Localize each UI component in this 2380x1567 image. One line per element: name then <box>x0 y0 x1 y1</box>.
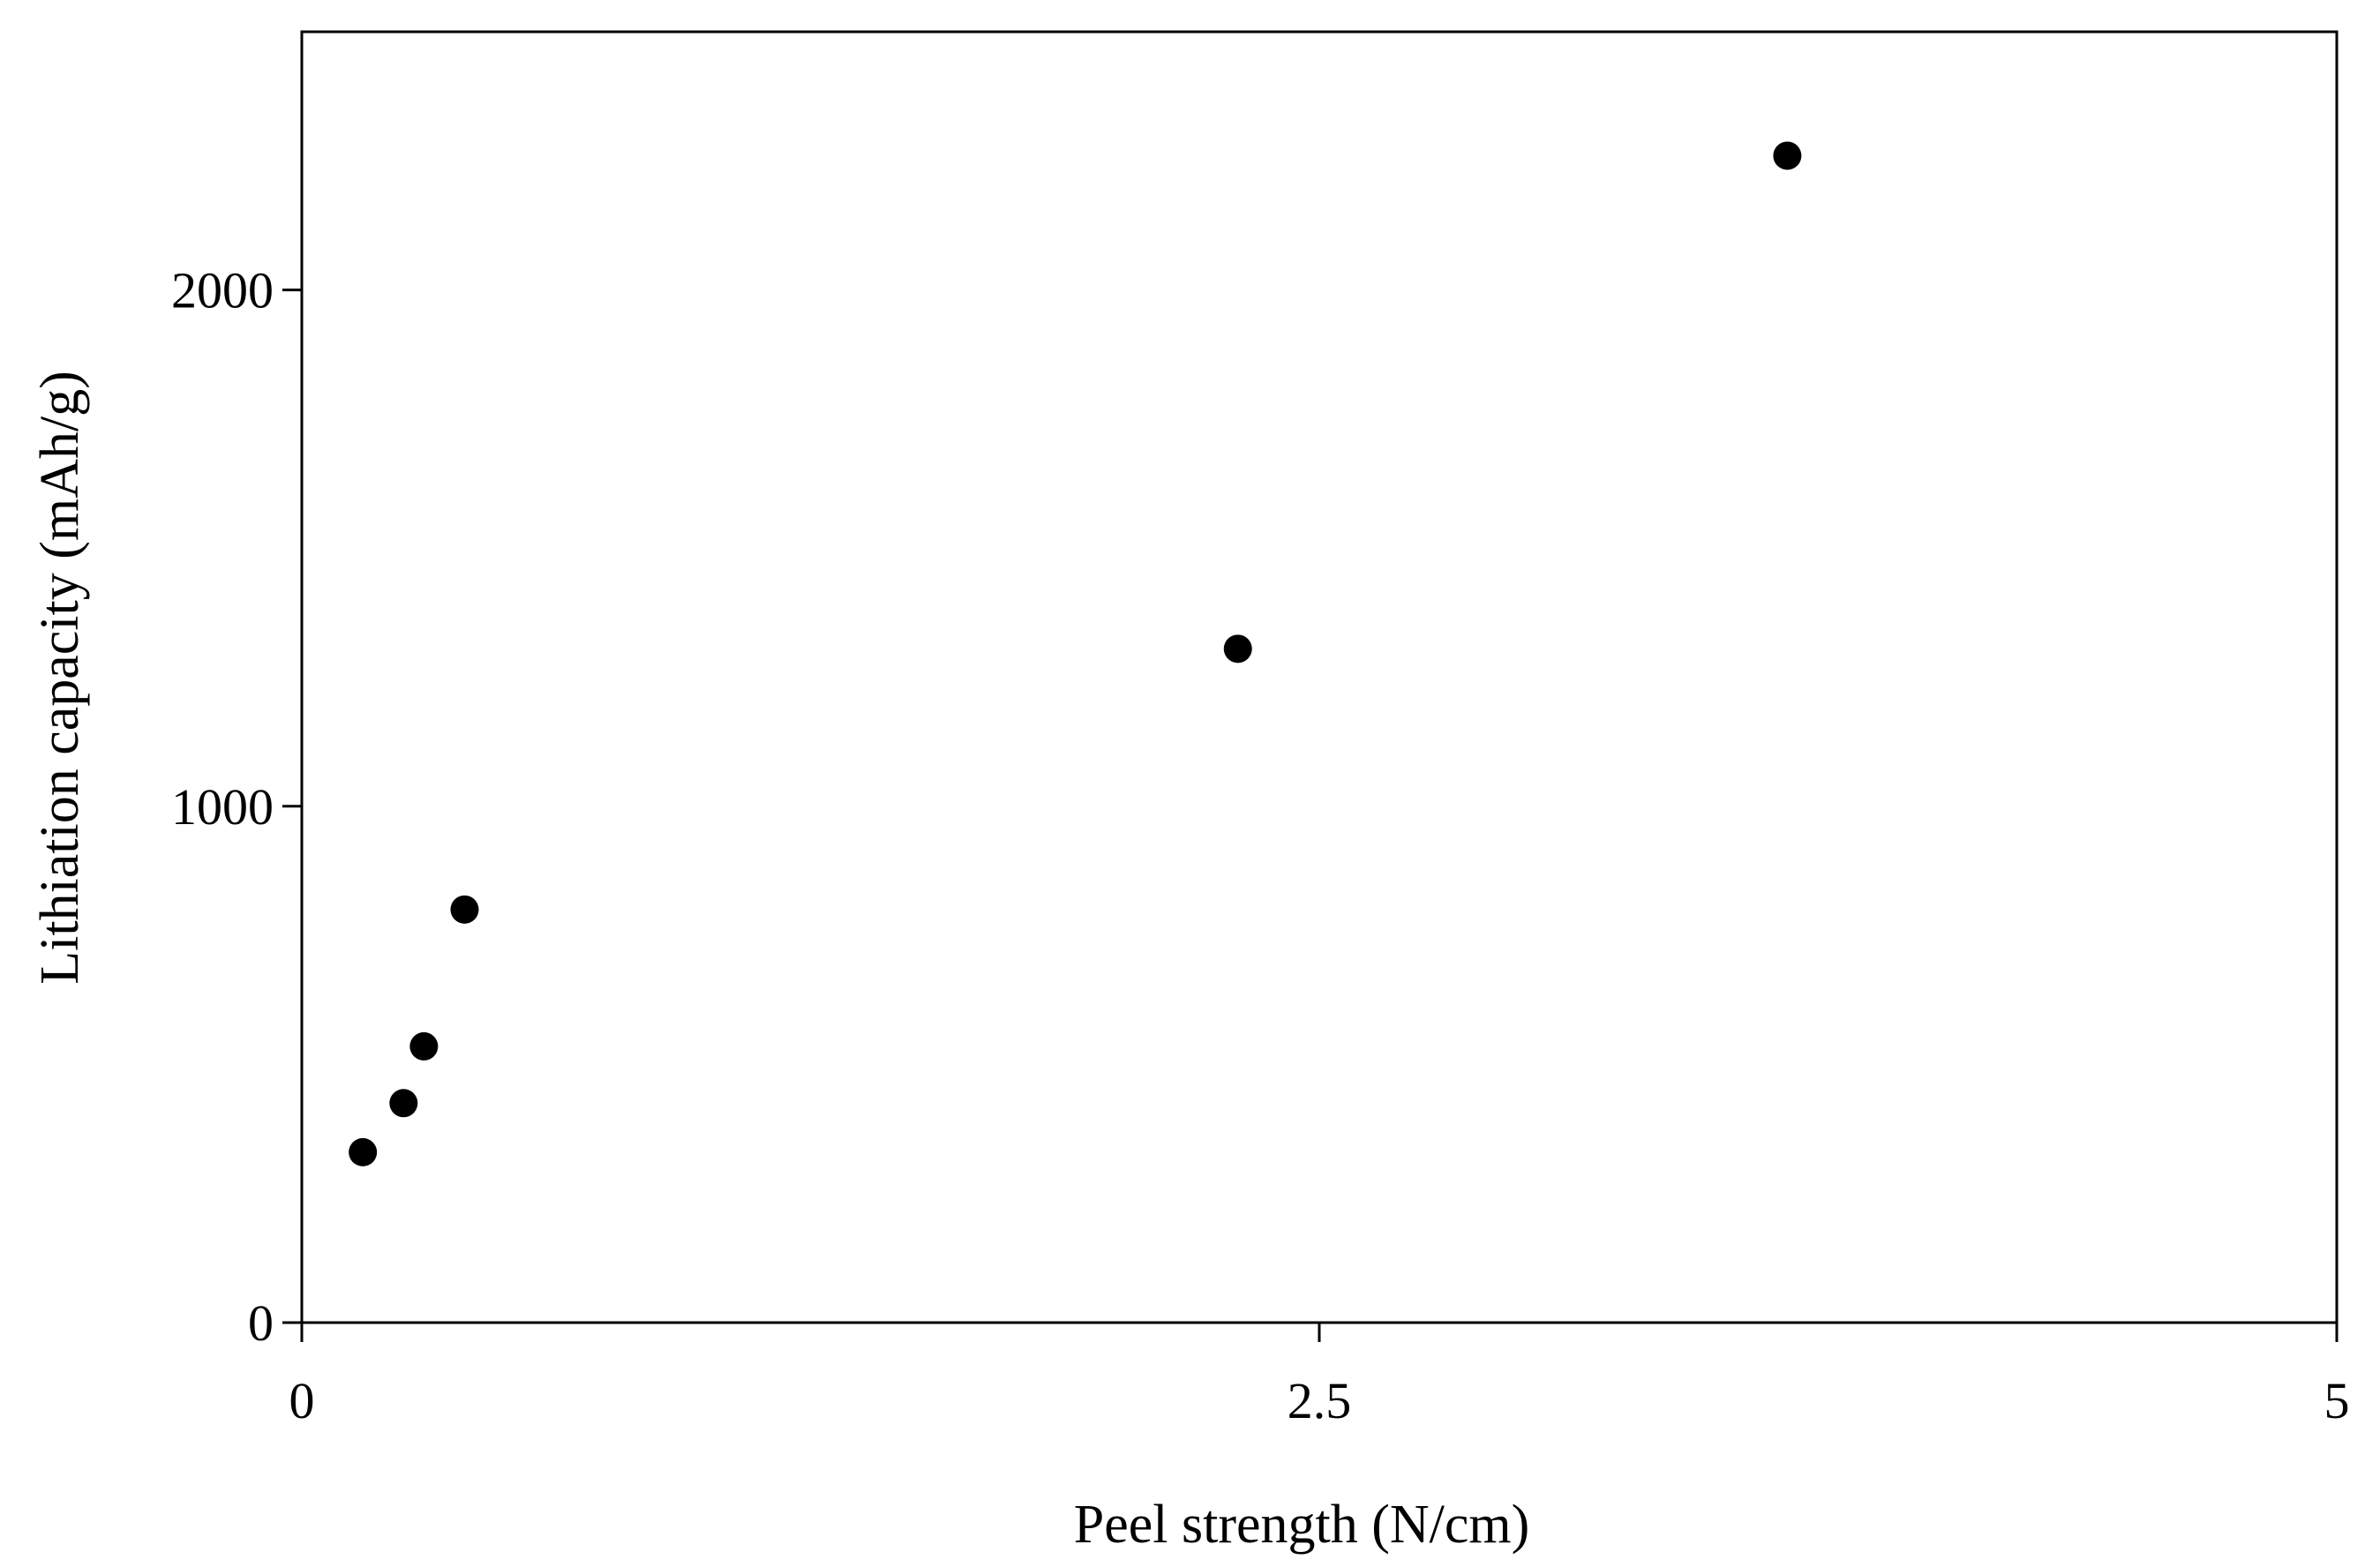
data-point <box>409 1031 439 1061</box>
x-tick-label: 2.5 <box>1288 1372 1352 1429</box>
y-tick-label: 1000 <box>171 778 274 836</box>
data-point <box>1773 141 1802 170</box>
data-points <box>349 141 1802 1166</box>
y-tick-label: 0 <box>248 1294 274 1352</box>
data-point <box>1223 634 1252 664</box>
plot-frame <box>300 30 2339 1324</box>
y-tick-label: 2000 <box>171 262 274 319</box>
y-axis-ticks: 0 1000 2000 <box>171 262 302 1352</box>
data-point <box>349 1137 378 1166</box>
x-axis-ticks: 0 2.5 5 <box>289 1323 2350 1429</box>
x-tick-label: 5 <box>2324 1372 2350 1429</box>
data-point <box>450 895 479 924</box>
data-point <box>389 1089 418 1118</box>
x-axis-title: Peel strength (N/cm) <box>1074 1495 1530 1555</box>
x-tick-label: 0 <box>289 1372 315 1429</box>
y-axis-title: Lithiation capacity (mAh/g) <box>30 371 90 985</box>
